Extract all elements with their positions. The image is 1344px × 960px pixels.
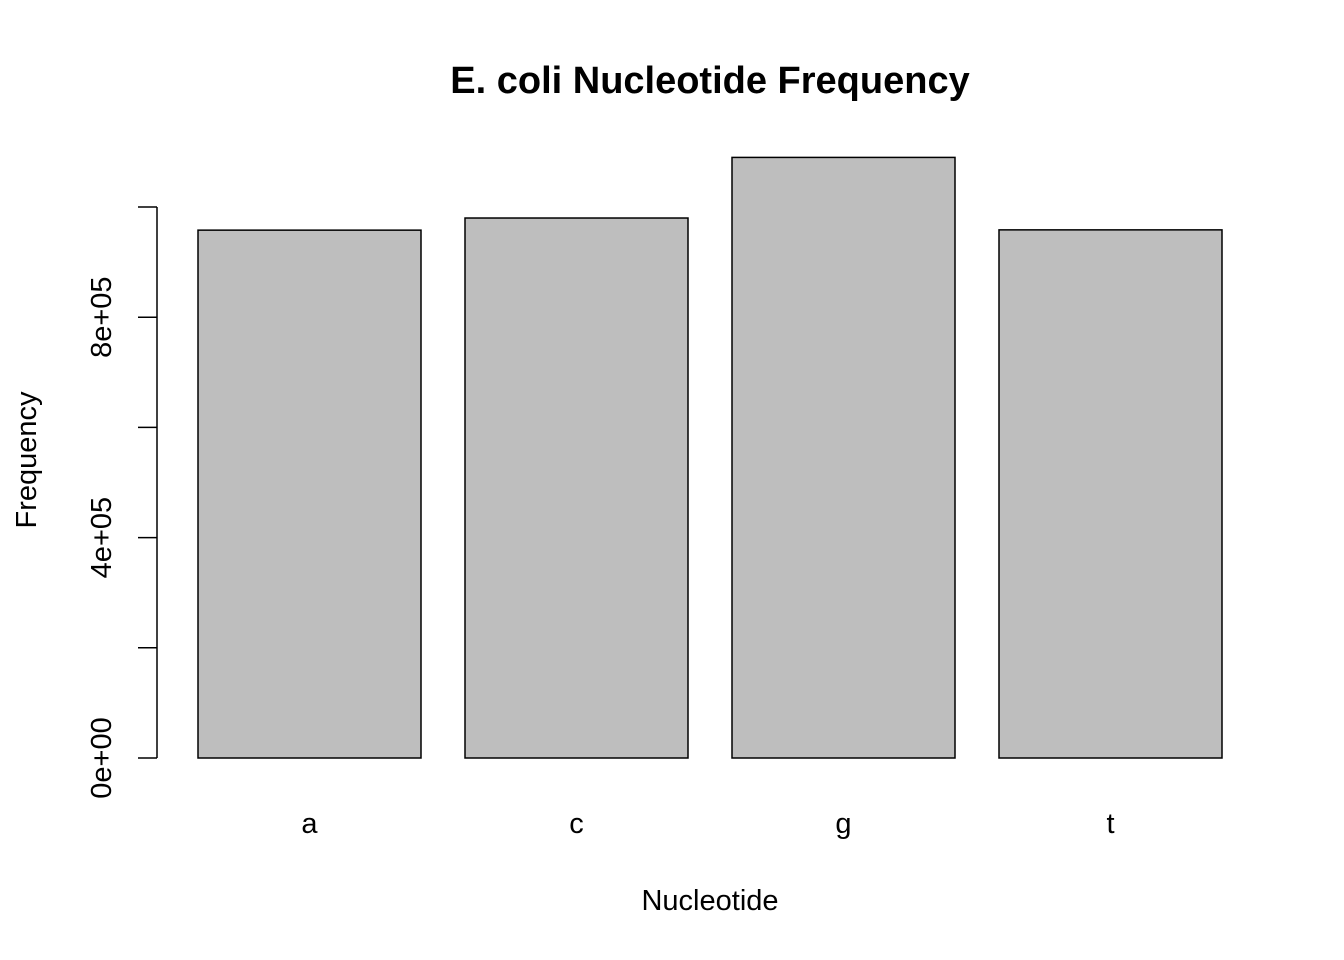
bars	[197, 156, 1223, 759]
bar-c	[464, 217, 689, 759]
y-tick-label-0: 0e+00	[86, 717, 118, 798]
y-tick-label-1: 4e+05	[86, 497, 118, 578]
bar-g	[731, 156, 956, 759]
y-axis-label: Frequency	[11, 391, 43, 529]
y-axis: 0e+00 4e+05 8e+05	[86, 206, 158, 799]
category-label-a: a	[301, 808, 318, 840]
bar-a	[197, 229, 422, 759]
category-label-t: t	[1106, 808, 1114, 840]
y-tick-label-2: 8e+05	[86, 276, 118, 357]
bar-t	[998, 229, 1223, 759]
category-label-c: c	[569, 808, 584, 840]
x-axis-label: Nucleotide	[641, 885, 778, 917]
category-label-g: g	[835, 808, 851, 840]
chart-title: E. coli Nucleotide Frequency	[450, 60, 969, 102]
